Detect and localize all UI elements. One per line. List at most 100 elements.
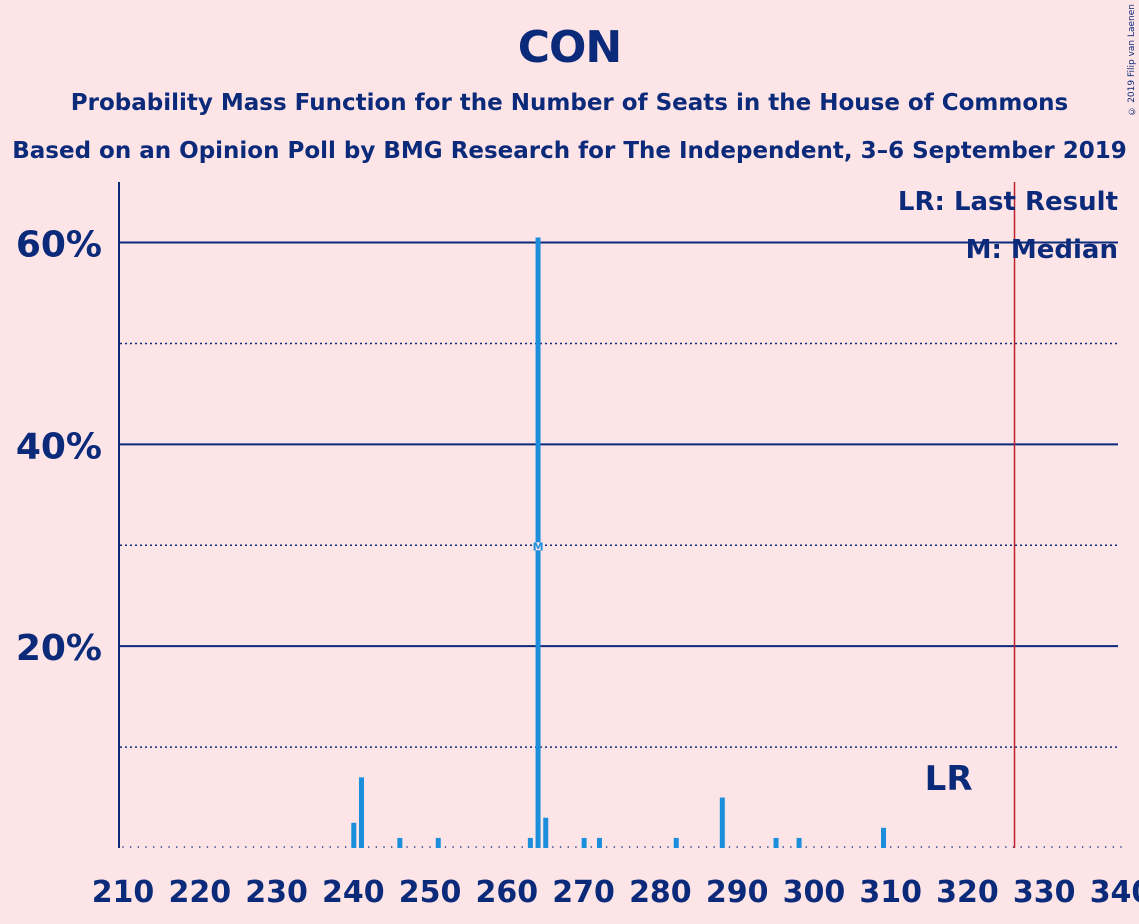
baseline-dot: [1035, 846, 1038, 848]
baseline-dot: [467, 846, 470, 848]
x-tick-label: 290: [706, 875, 769, 910]
baseline-dot: [1005, 846, 1007, 848]
baseline-dot: [452, 846, 454, 848]
x-tick-label: 330: [1013, 875, 1076, 910]
baseline-dot: [1074, 846, 1076, 848]
median-marker: [533, 542, 544, 551]
baseline-dot: [782, 846, 785, 848]
bar: [719, 797, 725, 848]
baseline-dot: [728, 846, 731, 848]
baseline-dot: [329, 846, 332, 848]
baseline-dot: [805, 846, 808, 848]
baseline-dot: [790, 846, 792, 848]
baseline-dot: [836, 846, 838, 848]
baseline-dot: [506, 846, 508, 848]
baseline-dot: [306, 846, 309, 848]
baseline-dot: [406, 846, 408, 848]
baseline-dot: [1112, 846, 1115, 848]
y-tick-label: 60%: [16, 225, 102, 266]
bar: [773, 837, 779, 848]
x-tick-label: 340: [1090, 875, 1139, 910]
baseline-dot: [168, 846, 170, 848]
baseline-dot: [421, 846, 424, 848]
chart-title: CON: [517, 22, 623, 73]
x-tick-label: 220: [168, 875, 231, 910]
baseline-dot: [575, 846, 577, 848]
baseline-dot: [413, 846, 416, 848]
baseline-dot: [1028, 846, 1030, 848]
baseline-dot: [459, 846, 462, 848]
x-tick-label: 300: [783, 875, 846, 910]
x-tick-label: 230: [245, 875, 308, 910]
baseline-dot: [736, 846, 738, 848]
baseline-dot: [214, 846, 216, 848]
last-result-label: LR: [925, 759, 973, 799]
baseline-dot: [644, 846, 646, 848]
baseline-dot: [1020, 846, 1022, 848]
baseline-dot: [920, 846, 923, 848]
baseline-dot: [628, 846, 631, 848]
baseline-dot: [1120, 846, 1122, 848]
baseline-dot: [682, 846, 685, 848]
baseline-dot: [759, 846, 761, 848]
baseline-dot: [974, 846, 976, 848]
bar: [596, 837, 602, 848]
baseline-dot: [137, 846, 140, 848]
bar: [881, 827, 887, 848]
baseline-dot: [521, 846, 523, 848]
chart-source: Based on an Opinion Poll by BMG Research…: [12, 138, 1127, 164]
baseline-dot: [314, 846, 316, 848]
baseline-dot: [175, 846, 178, 848]
baseline-dot: [667, 846, 669, 848]
baseline-dot: [997, 846, 999, 848]
baseline-dot: [636, 846, 639, 848]
baseline-dot: [843, 846, 846, 848]
baseline-dot: [198, 846, 201, 848]
bar: [527, 837, 533, 848]
baseline-dot: [222, 846, 224, 848]
bar: [673, 837, 679, 848]
bar: [796, 837, 802, 848]
y-tick-label: 40%: [16, 426, 102, 467]
chart-subtitle: Probability Mass Function for the Number…: [70, 90, 1069, 116]
y-tick-label: 20%: [16, 628, 102, 669]
baseline-dot: [813, 846, 815, 848]
baseline-dot: [866, 846, 869, 848]
baseline-dot: [229, 846, 232, 848]
baseline-dot: [1043, 846, 1046, 848]
baseline-dot: [1058, 846, 1061, 848]
bar: [358, 777, 364, 848]
baseline-dot: [935, 846, 938, 848]
baseline-dot: [1051, 846, 1053, 848]
baseline-dot: [390, 846, 393, 848]
baseline-dot: [605, 846, 608, 848]
baseline-dot: [337, 846, 339, 848]
baseline-dot: [559, 846, 562, 848]
baseline-dot: [828, 846, 831, 848]
baseline-dot: [444, 846, 447, 848]
baseline-dot: [498, 846, 500, 848]
baseline-dot: [321, 846, 324, 848]
baseline-dot: [183, 846, 186, 848]
baseline-dot: [613, 846, 616, 848]
baseline-dot: [905, 846, 907, 848]
baseline-dot: [252, 846, 255, 848]
x-tick-label: 260: [476, 875, 539, 910]
baseline-dot: [344, 846, 347, 848]
baseline-dot: [245, 846, 247, 848]
x-tick-label: 320: [936, 875, 999, 910]
baseline-dot: [475, 846, 477, 848]
bar: [543, 817, 549, 848]
baseline-dot: [859, 846, 861, 848]
x-tick-label: 250: [399, 875, 462, 910]
baseline-dot: [874, 846, 877, 848]
baseline-dot: [206, 846, 209, 848]
baseline-dot: [298, 846, 301, 848]
baseline-dot: [820, 846, 823, 848]
baseline-dot: [268, 846, 270, 848]
baseline-dot: [367, 846, 370, 848]
baseline-dot: [951, 846, 953, 848]
baseline-dot: [552, 846, 554, 848]
baseline-dot: [659, 846, 662, 848]
